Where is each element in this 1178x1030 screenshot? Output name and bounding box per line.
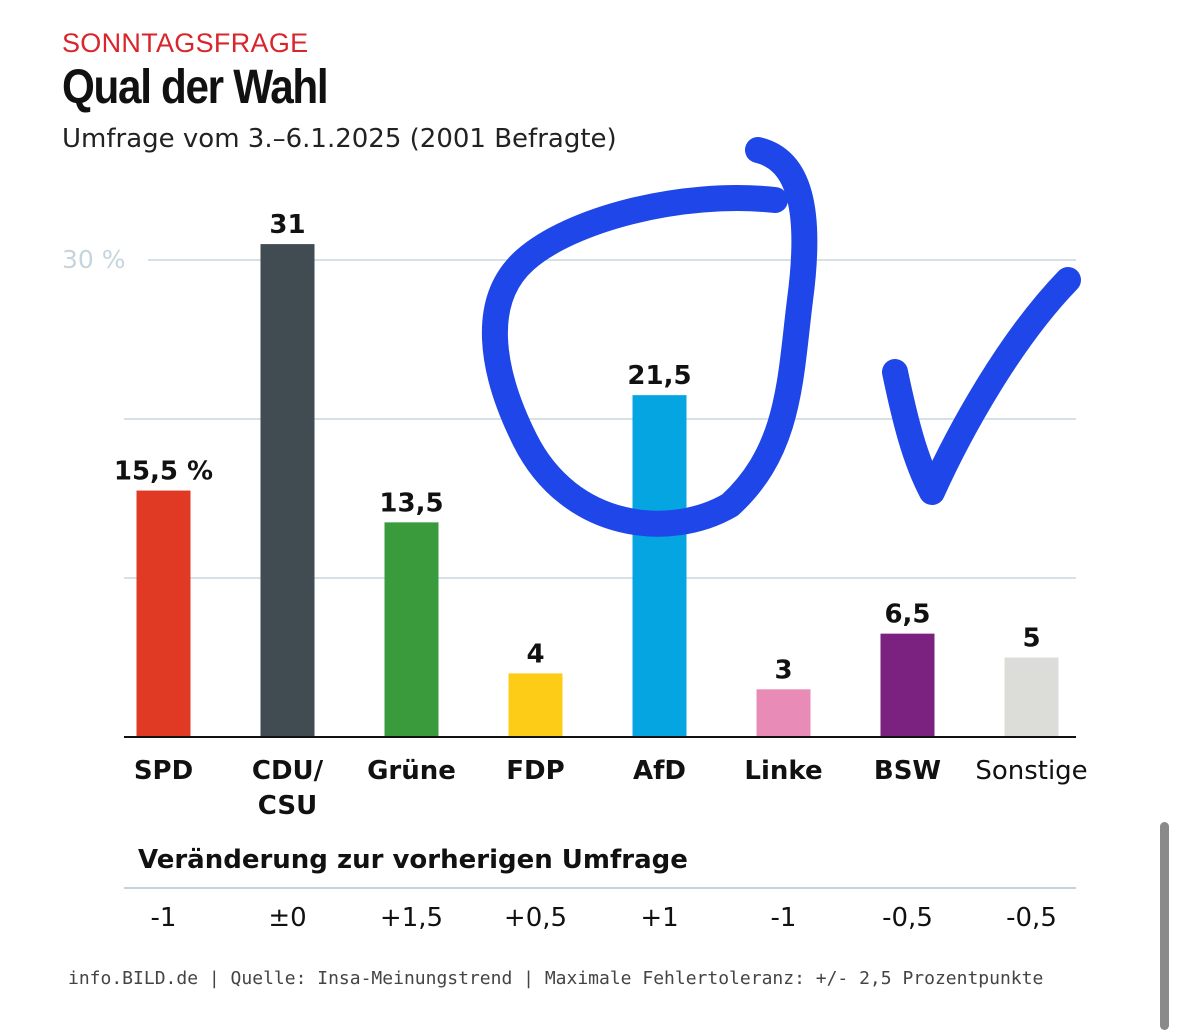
change-value: -0,5 (882, 903, 933, 933)
change-values-row: -1 ±0 +1,5 +0,5 +1 -1 -0,5 -0,5 (0, 903, 1178, 943)
category-label: CSU (258, 791, 317, 821)
category-label: Linke (744, 756, 822, 786)
bars (136, 244, 1059, 737)
value-label: 6,5 (884, 600, 930, 630)
change-value: +0,5 (503, 903, 568, 933)
scroll-indicator[interactable] (1160, 822, 1169, 1030)
bar (1004, 657, 1059, 737)
category-label: SPD (134, 756, 193, 786)
bar (508, 673, 563, 737)
category-label: BSW (874, 756, 941, 786)
bar (260, 244, 315, 737)
headline: Qual der Wahl (62, 61, 329, 114)
value-label: 4 (526, 639, 544, 669)
change-value: ±0 (268, 903, 307, 933)
subtitle: Umfrage vom 3.–6.1.2025 (2001 Befragte) (62, 124, 617, 154)
category-label: AfD (633, 756, 686, 786)
value-label: 15,5 % (114, 457, 213, 487)
category-labels: SPD CDU/CSU Grüne FDP AfD Linke BSW Sonstige (134, 756, 1088, 821)
value-label: 31 (269, 210, 305, 240)
category-label: FDP (506, 756, 564, 786)
bar (756, 689, 811, 737)
change-value: -1 (150, 903, 177, 933)
kicker: SONNTAGSFRAGE (62, 28, 309, 58)
source-footer: info.BILD.de | Quelle: Insa-Meinungstren… (68, 968, 1044, 989)
y-tick-label: 30 % (62, 245, 126, 274)
value-label: 21,5 (627, 361, 691, 391)
change-section-title: Veränderung zur vorherigen Umfrage (138, 845, 688, 875)
category-label: Sonstige (975, 756, 1087, 786)
hand-drawn-checkmark (882, 267, 1081, 505)
bar-chart: 30 % 15,5 % 31 13,5 4 21,5 3 6,5 5 SPD CDU/CSU Gr… (62, 137, 1088, 821)
bar (384, 522, 439, 737)
value-labels: 15,5 % 31 13,5 4 21,5 3 6,5 5 (114, 210, 1041, 685)
category-label: CDU/ (252, 756, 324, 786)
value-label: 3 (774, 655, 792, 685)
change-value: -1 (770, 903, 797, 933)
change-value: -0,5 (1006, 903, 1057, 933)
hand-drawn-annotation (481, 137, 1081, 537)
hand-drawn-circle-mark (481, 137, 818, 537)
change-value: +1,5 (379, 903, 444, 933)
bar (136, 490, 191, 737)
value-label: 13,5 (379, 488, 443, 518)
change-value: +1 (640, 903, 679, 933)
value-label: 5 (1022, 624, 1040, 654)
bar (880, 633, 935, 737)
category-label: Grüne (367, 756, 456, 786)
change-divider (124, 887, 1076, 889)
bar (632, 395, 687, 737)
